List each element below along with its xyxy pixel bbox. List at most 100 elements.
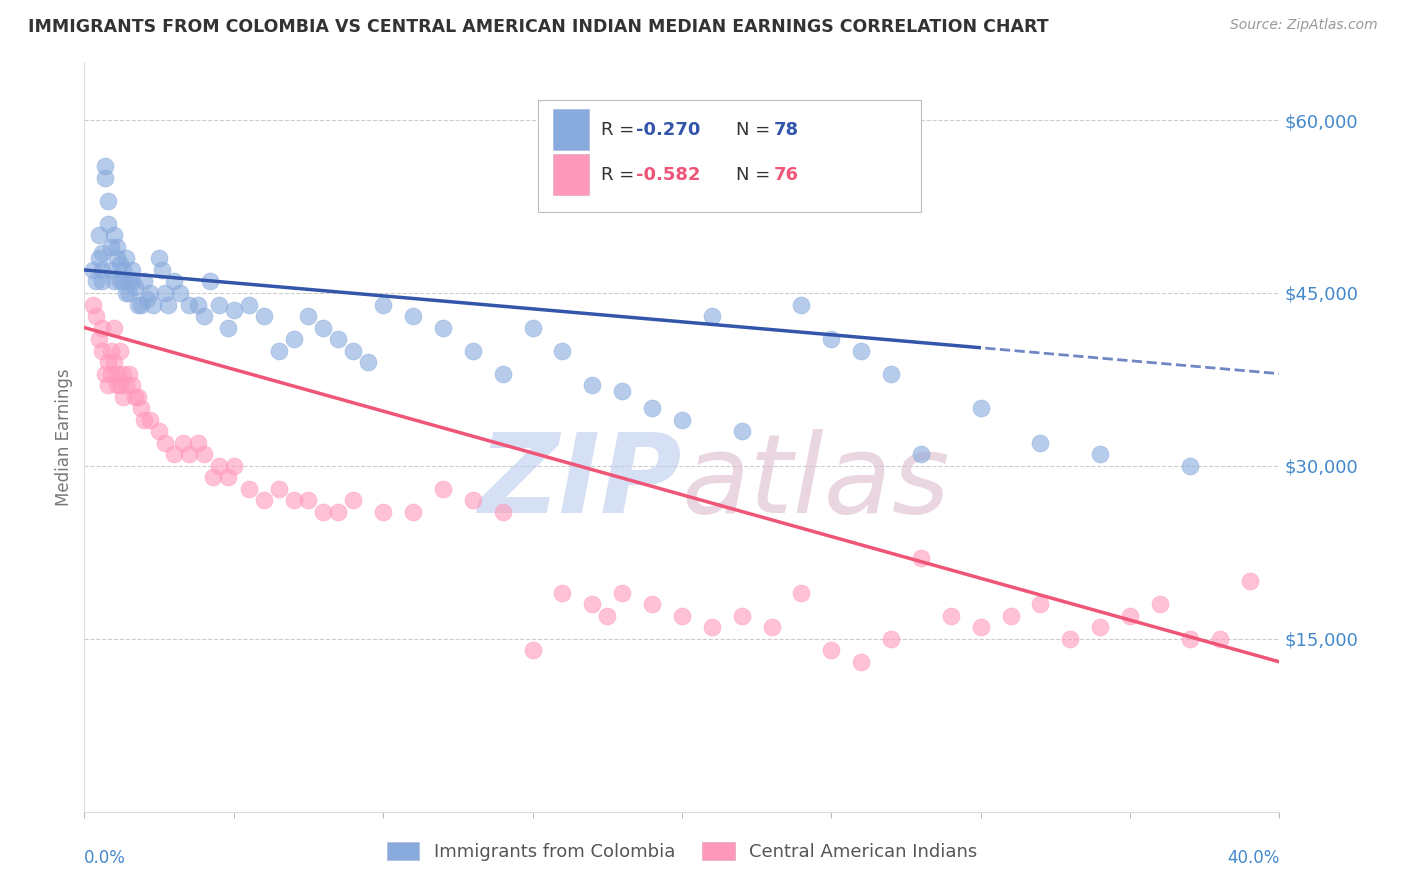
Point <box>283 332 305 346</box>
Y-axis label: Median Earnings: Median Earnings <box>55 368 73 506</box>
Point <box>1209 632 1232 646</box>
Point <box>612 384 634 398</box>
Text: Source: ZipAtlas.com: Source: ZipAtlas.com <box>1230 18 1378 32</box>
Point <box>105 252 128 266</box>
Point <box>492 505 515 519</box>
Point <box>86 309 108 323</box>
Point <box>910 551 932 566</box>
Point <box>312 505 335 519</box>
Point <box>939 608 962 623</box>
Point <box>129 401 152 416</box>
Point <box>148 425 170 439</box>
Point <box>581 597 603 611</box>
Point <box>105 378 128 392</box>
Point <box>82 297 104 311</box>
Point <box>124 390 146 404</box>
Point <box>1119 608 1142 623</box>
Point <box>177 447 200 461</box>
Point <box>127 390 149 404</box>
Point <box>700 309 723 323</box>
Point <box>238 482 260 496</box>
Point <box>910 447 932 461</box>
Point <box>110 343 132 358</box>
Point <box>402 309 425 323</box>
Point <box>208 297 231 311</box>
Text: 78: 78 <box>773 121 799 139</box>
Point <box>115 285 138 300</box>
Point <box>169 285 191 300</box>
Point <box>731 425 754 439</box>
Point <box>97 355 120 369</box>
FancyBboxPatch shape <box>538 100 921 212</box>
Point <box>1000 608 1022 623</box>
Point <box>238 297 260 311</box>
Point <box>172 435 194 450</box>
Point <box>187 297 209 311</box>
Point <box>148 252 170 266</box>
Point <box>100 240 122 254</box>
Point <box>163 275 186 289</box>
Text: N =: N = <box>735 166 776 184</box>
Point <box>112 367 135 381</box>
Point <box>208 458 231 473</box>
Point <box>1178 632 1201 646</box>
Point <box>297 493 319 508</box>
Point <box>201 470 224 484</box>
Point <box>142 297 165 311</box>
Point <box>136 292 159 306</box>
Point <box>596 608 619 623</box>
Point <box>641 401 664 416</box>
Text: R =: R = <box>600 121 640 139</box>
Point <box>267 482 290 496</box>
Point <box>297 309 319 323</box>
Point <box>121 263 143 277</box>
Point <box>115 252 138 266</box>
Point <box>283 493 305 508</box>
Point <box>461 493 484 508</box>
Point <box>551 343 574 358</box>
Point <box>492 367 515 381</box>
Point <box>267 343 290 358</box>
Point <box>700 620 723 634</box>
Text: R =: R = <box>600 166 640 184</box>
Point <box>461 343 484 358</box>
Point <box>217 320 239 334</box>
Point <box>312 320 335 334</box>
Point <box>1029 597 1052 611</box>
Point <box>105 367 128 381</box>
Point <box>432 482 454 496</box>
Point <box>110 378 132 392</box>
Point <box>115 378 138 392</box>
Point <box>127 297 149 311</box>
Point <box>103 320 125 334</box>
Point <box>851 343 873 358</box>
Point <box>139 285 162 300</box>
Point <box>91 343 114 358</box>
Point <box>1059 632 1081 646</box>
Point <box>153 285 176 300</box>
Point <box>328 332 350 346</box>
Point <box>432 320 454 334</box>
Point <box>103 228 125 243</box>
Point <box>187 435 209 450</box>
Point <box>118 285 141 300</box>
Point <box>328 505 350 519</box>
Text: 76: 76 <box>773 166 799 184</box>
Point <box>110 275 132 289</box>
Point <box>222 458 245 473</box>
Point <box>402 505 425 519</box>
Point <box>91 320 114 334</box>
Point <box>112 390 135 404</box>
Point <box>612 585 634 599</box>
Point <box>82 263 104 277</box>
Legend: Immigrants from Colombia, Central American Indians: Immigrants from Colombia, Central Americ… <box>378 833 986 870</box>
Point <box>100 343 122 358</box>
Point <box>121 378 143 392</box>
Point <box>671 608 693 623</box>
Point <box>118 275 141 289</box>
Point <box>89 228 111 243</box>
Point <box>253 493 276 508</box>
Text: atlas: atlas <box>682 428 950 535</box>
Text: IMMIGRANTS FROM COLOMBIA VS CENTRAL AMERICAN INDIAN MEDIAN EARNINGS CORRELATION : IMMIGRANTS FROM COLOMBIA VS CENTRAL AMER… <box>28 18 1049 36</box>
Point <box>1239 574 1261 589</box>
